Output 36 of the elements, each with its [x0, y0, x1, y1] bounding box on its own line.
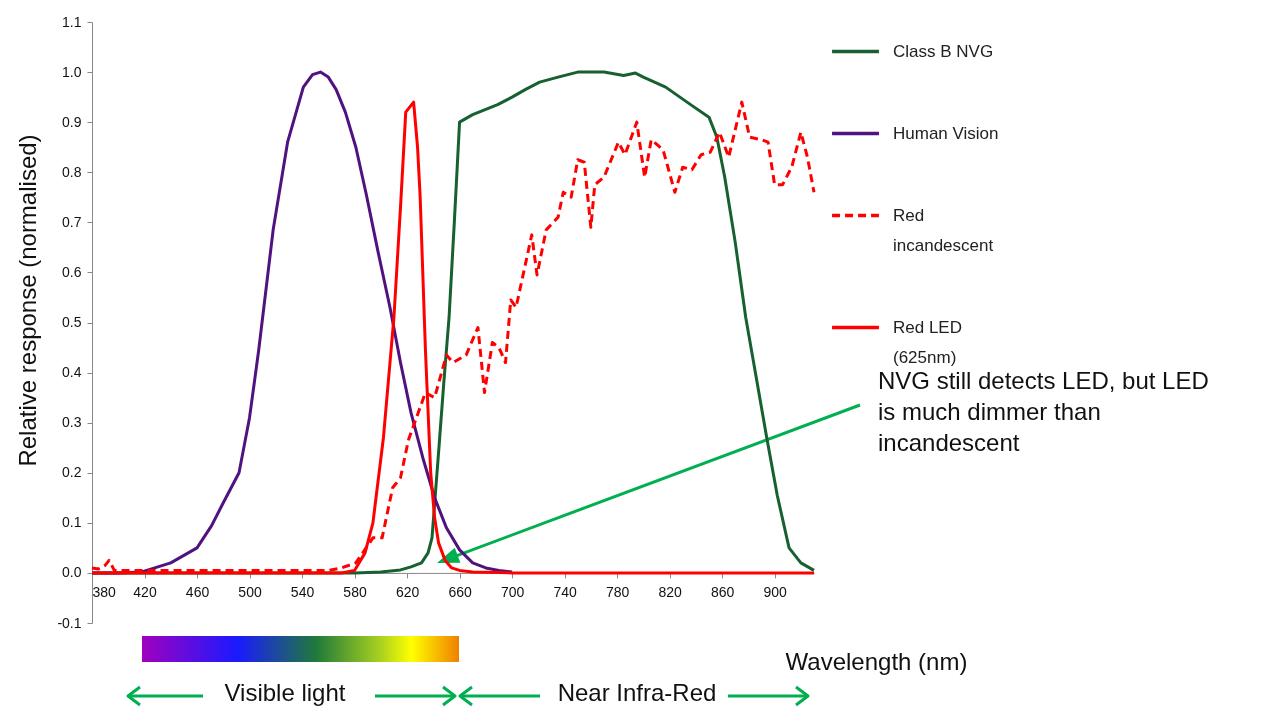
- y-tick-label: 0.8: [62, 163, 82, 180]
- y-tick-label: -0.1: [57, 614, 82, 631]
- x-tick-label: 380: [92, 584, 117, 601]
- y-tick-label: 0.3: [62, 414, 82, 431]
- legend-label: Class B NVG: [893, 41, 994, 61]
- y-tick-label: 0.5: [62, 314, 82, 330]
- y-tick-label: 0.4: [62, 364, 82, 381]
- x-tick-label: 660: [448, 584, 472, 601]
- y-tick-label: 0.9: [62, 113, 82, 130]
- x-axis-title: Wavelength (nm): [785, 648, 968, 676]
- x-tick-label: 500: [238, 584, 262, 601]
- x-tick-label: 900: [763, 584, 788, 601]
- text: NVG still detects LED, but LED is much dimmer than incandescent: [878, 367, 1209, 456]
- x-tick-label: 460: [185, 584, 210, 601]
- x-tick-label: 860: [710, 584, 735, 601]
- text: Near Infra-Red: [557, 679, 717, 706]
- x-tick-label: 420: [133, 584, 157, 601]
- legend-label: Red LED (625nm): [893, 317, 962, 367]
- y-tick-label: 0.0: [62, 564, 82, 581]
- y-tick-label: 0.6: [62, 263, 82, 280]
- x-tick-label: 620: [395, 584, 420, 601]
- x-tick-label: 780: [605, 584, 630, 601]
- y-tick-label: 0.2: [62, 464, 82, 481]
- y-tick-label: 1.0: [62, 63, 82, 80]
- y-tick-label: 1.1: [62, 13, 82, 30]
- x-tick-label: 820: [658, 584, 682, 601]
- text: Visible light: [224, 679, 346, 706]
- x-tick-label: 580: [343, 584, 367, 601]
- y-tick-label: 0.7: [62, 213, 82, 230]
- legend-label: Human Vision: [893, 123, 999, 143]
- x-tick-label: 540: [290, 584, 315, 601]
- x-tick-label: 740: [553, 584, 577, 601]
- x-tick-label: 700: [500, 584, 525, 601]
- y-axis-title: Relative response (normalised): [14, 134, 42, 467]
- legend-label: Red incandescent: [893, 205, 994, 255]
- y-tick-label: 0.1: [62, 514, 82, 531]
